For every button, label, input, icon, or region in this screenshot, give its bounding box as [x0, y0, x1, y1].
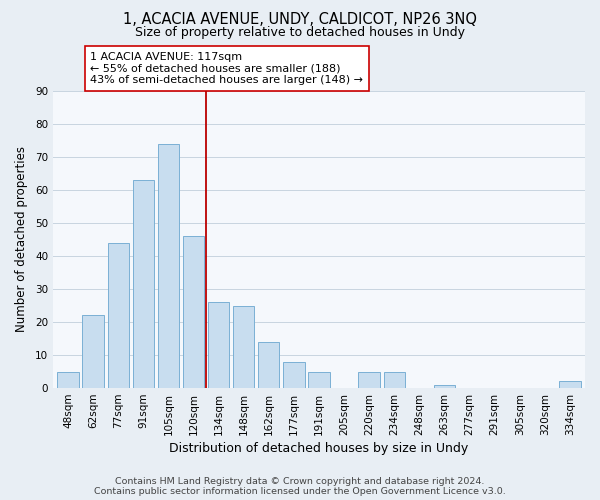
Bar: [308, 372, 329, 388]
Bar: [283, 362, 305, 388]
Bar: [559, 382, 581, 388]
Bar: [107, 243, 129, 388]
Bar: [233, 306, 254, 388]
Bar: [208, 302, 229, 388]
Text: 1 ACACIA AVENUE: 117sqm
← 55% of detached houses are smaller (188)
43% of semi-d: 1 ACACIA AVENUE: 117sqm ← 55% of detache…: [90, 52, 363, 85]
Bar: [158, 144, 179, 388]
Text: Size of property relative to detached houses in Undy: Size of property relative to detached ho…: [135, 26, 465, 39]
Bar: [133, 180, 154, 388]
Y-axis label: Number of detached properties: Number of detached properties: [15, 146, 28, 332]
Bar: [258, 342, 280, 388]
X-axis label: Distribution of detached houses by size in Undy: Distribution of detached houses by size …: [169, 442, 469, 455]
Bar: [58, 372, 79, 388]
Bar: [358, 372, 380, 388]
Text: Contains HM Land Registry data © Crown copyright and database right 2024.
Contai: Contains HM Land Registry data © Crown c…: [94, 476, 506, 496]
Bar: [82, 316, 104, 388]
Text: 1, ACACIA AVENUE, UNDY, CALDICOT, NP26 3NQ: 1, ACACIA AVENUE, UNDY, CALDICOT, NP26 3…: [123, 12, 477, 28]
Bar: [383, 372, 405, 388]
Bar: [434, 385, 455, 388]
Bar: [183, 236, 204, 388]
